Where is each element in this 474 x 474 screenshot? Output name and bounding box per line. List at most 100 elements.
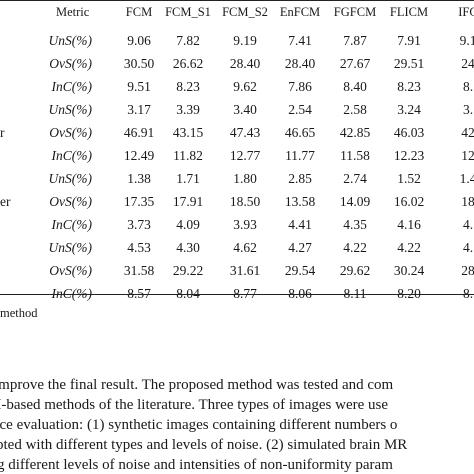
table-cell: 9.19 [233,33,257,48]
table-cell: 4.09 [176,217,200,232]
body-line: g different levels of noise and intensit… [0,457,393,473]
table-cell: 8.40 [343,79,367,94]
table-cell: 29.22 [172,263,204,278]
table-top-rule [0,0,474,1]
metric-label: InC(%) [51,79,93,94]
table-cell: 1.38 [127,171,151,186]
table-cell: 28.40 [229,56,261,71]
metric-label: UnS(%) [48,33,93,48]
group-label: r [0,125,5,140]
table-cell: 2.74 [343,171,367,186]
table-cell: 2.54 [288,102,312,117]
metric-label: UnS(%) [48,102,93,117]
table-cell: 4.62 [233,240,257,255]
table-cell: 46.65 [284,125,316,140]
method-column-header: FCM_S1 [165,5,211,19]
table-cell: 8.20 [397,286,421,301]
table-cell: 42 [461,125,474,140]
group-label: er [0,194,11,209]
metric-label: UnS(%) [48,240,93,255]
table-cell: 3.93 [233,217,257,232]
table-cell: 14.09 [339,194,371,209]
table-cell: 42.85 [339,125,371,140]
table-cell: 4.41 [288,217,312,232]
table-cell: 11.77 [285,148,315,163]
table-cell: 1.52 [397,171,421,186]
table-cell: 8.77 [233,286,257,301]
table-cell: 26.62 [172,56,204,71]
table-cell: 7.91 [397,33,421,48]
table-cell: 9.1 [459,33,474,48]
table-cell: 28.40 [284,56,316,71]
table-cell: 28 [461,263,474,278]
table-cell: 30.50 [123,56,155,71]
metric-column-header: Metric [56,5,90,19]
method-column-header: FLICM [389,5,429,19]
metric-label: InC(%) [51,217,93,232]
method-column-header: IFC [458,5,474,19]
table-cell: 8.06 [288,286,312,301]
table-cell: 4.30 [176,240,200,255]
table-cell: 3.17 [127,102,151,117]
table-cell: 4.16 [397,217,421,232]
table-bottom-rule [0,294,474,295]
table-cell: 4.22 [343,240,367,255]
table-cell: 3.73 [127,217,151,232]
method-column-header: FGFCM [333,5,377,19]
table-cell: 9.62 [233,79,257,94]
table-cell: 4. [462,240,474,255]
table-cell: 31.61 [229,263,261,278]
metric-label: InC(%) [51,148,93,163]
table-cell: 4.53 [127,240,151,255]
metric-label: OvS(%) [49,194,92,209]
table-cell: 13.58 [284,194,316,209]
table-cell: 29.62 [339,263,371,278]
table-cell: 43.15 [172,125,204,140]
table-cell: 11.82 [173,148,203,163]
table-cell: 7.87 [343,33,367,48]
table-cell: 8.23 [397,79,421,94]
table-cell: 46.91 [123,125,155,140]
table-cell: 18.50 [229,194,261,209]
table-cell: 29.51 [393,56,425,71]
method-column-header: FCM [125,5,153,19]
metric-label: OvS(%) [49,125,92,140]
body-line: improve the final result. The proposed m… [0,377,394,393]
metric-label: UnS(%) [48,171,93,186]
table-cell: 47.43 [229,125,261,140]
table-cell: 12 [461,148,474,163]
table-cell: 11.58 [340,148,370,163]
table-cell: 12.49 [123,148,155,163]
table-cell: 7.41 [288,33,312,48]
table-cell: 27.67 [339,56,371,71]
metric-label: OvS(%) [49,56,92,71]
table-cell: 46.03 [393,125,425,140]
table-cell: 7.82 [176,33,200,48]
table-cell: 17.91 [172,194,204,209]
body-line: pted with different types and levels of … [0,437,408,453]
table-cell: 31.58 [123,263,155,278]
table-cell: 4.27 [288,240,312,255]
body-line: nce evaluation: (1) synthetic images con… [0,417,398,433]
table-cell: 17.35 [123,194,155,209]
metric-label: InC(%) [51,286,93,301]
table-cell: 12.77 [229,148,261,163]
table-cell: 3.24 [397,102,421,117]
table-cell: 29.54 [284,263,316,278]
table-cell: 18 [461,194,474,209]
method-column-header: FCM_S2 [222,5,268,19]
table-cell: 8. [463,286,473,302]
table-cell: 7.86 [288,79,312,94]
table-cell: 1.80 [233,171,257,186]
table-cell: 8.23 [176,79,200,94]
table-cell: 16.02 [393,194,425,209]
table-cell: 8.11 [343,286,367,301]
table-footnote: method [0,306,38,320]
table-cell: 8.57 [127,286,151,301]
table-cell: 3.39 [176,102,200,117]
table-cell: 30.24 [393,263,425,278]
table-cell: 24 [461,56,474,71]
table-cell: 3.40 [233,102,257,117]
body-line: M-based methods of the literature. Three… [0,397,389,413]
